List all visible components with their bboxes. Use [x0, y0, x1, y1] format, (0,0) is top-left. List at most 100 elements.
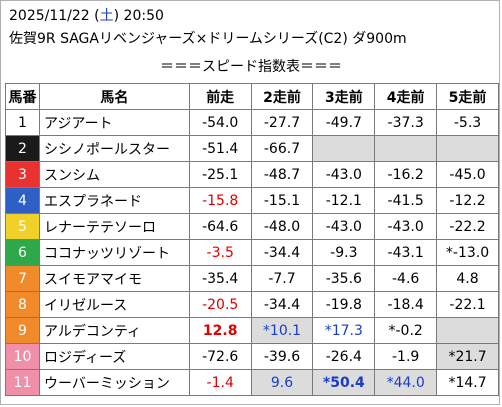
- speed-index-cell: -22.2: [436, 213, 499, 240]
- speed-index-cell: [436, 135, 499, 162]
- speed-index-cell: *50.4: [312, 369, 376, 396]
- speed-index-cell: -72.6: [188, 343, 252, 370]
- speed-index-cell: -51.4: [188, 135, 252, 162]
- horse-number: 1: [5, 109, 40, 136]
- table-row: 1 アジアート -54.0 -27.7 -49.7 -37.3 -5.3: [5, 109, 499, 136]
- horse-name: レナーテテソーロ: [38, 213, 190, 240]
- speed-index-cell: -26.4: [312, 343, 376, 370]
- table-row: 4 エスプラネード -15.8 -15.1 -12.1 -41.5 -12.2: [5, 187, 499, 214]
- horse-name: スイモアマイモ: [38, 265, 190, 292]
- col-header-last-race: 前走: [188, 83, 252, 110]
- speed-index-cell: -35.4: [188, 265, 252, 292]
- speed-index-cell: *21.7: [436, 343, 499, 370]
- col-header-5-races-ago: 5走前: [436, 83, 499, 110]
- table-row: 11 ウーバーミッション -1.4 9.6 *50.4 *44.0 *14.7: [5, 369, 499, 396]
- speed-index-cell: -19.8: [312, 291, 376, 318]
- speed-index-cell: -9.3: [312, 239, 376, 266]
- speed-index-cell: -54.0: [188, 109, 252, 136]
- horse-number: 3: [5, 161, 40, 188]
- speed-index-cell: -22.1: [436, 291, 499, 318]
- speed-index-cell: -3.5: [188, 239, 252, 266]
- speed-index-cell: -64.6: [188, 213, 252, 240]
- table-row: 10 ロジディーズ -72.6 -39.6 -26.4 -1.9 *21.7: [5, 343, 499, 370]
- speed-index-cell: -41.5: [374, 187, 438, 214]
- speed-index-cell: [436, 317, 499, 344]
- speed-index-cell: -12.1: [312, 187, 376, 214]
- speed-index-cell: -43.0: [374, 213, 438, 240]
- speed-index-cell: -35.6: [312, 265, 376, 292]
- speed-index-cell: 12.8: [188, 317, 252, 344]
- race-weekday: (土): [94, 8, 120, 24]
- col-header-3-races-ago: 3走前: [312, 83, 376, 110]
- table-row: 2 シシノポールスター -51.4 -66.7: [5, 135, 499, 162]
- table-row: 9 アルデコンティ 12.8 *10.1 *17.3 *-0.2: [5, 317, 499, 344]
- speed-index-cell: -15.8: [188, 187, 252, 214]
- speed-index-cell: -16.2: [374, 161, 438, 188]
- speed-index-cell: -48.0: [250, 213, 314, 240]
- horse-number: 11: [5, 369, 40, 396]
- col-header-horse-number: 馬番: [5, 83, 40, 110]
- speed-index-cell: -43.0: [312, 213, 376, 240]
- table-row: 5 レナーテテソーロ -64.6 -48.0 -43.0 -43.0 -22.2: [5, 213, 499, 240]
- speed-index-cell: -39.6: [250, 343, 314, 370]
- horse-name: イリゼルース: [38, 291, 190, 318]
- horse-name: スンシム: [38, 161, 190, 188]
- horse-name: アルデコンティ: [38, 317, 190, 344]
- speed-index-cell: [374, 135, 438, 162]
- speed-index-cell: -25.1: [188, 161, 252, 188]
- speed-index-cell: -12.2: [436, 187, 499, 214]
- race-date: 2025/11/22: [9, 8, 90, 24]
- speed-index-cell: -48.7: [250, 161, 314, 188]
- speed-index-cell: 4.8: [436, 265, 499, 292]
- speed-index-cell: *44.0: [374, 369, 438, 396]
- horse-number: 6: [5, 239, 40, 266]
- horse-number: 10: [5, 343, 40, 370]
- speed-index-cell: -1.4: [188, 369, 252, 396]
- horse-number: 8: [5, 291, 40, 318]
- race-title: 佐賀9R SAGAリベンジャーズ×ドリームシリーズ(C2) ダ900m: [9, 31, 407, 47]
- speed-index-cell: -34.4: [250, 291, 314, 318]
- horse-name: シシノポールスター: [38, 135, 190, 162]
- speed-index-cell: -7.7: [250, 265, 314, 292]
- speed-index-cell: [312, 135, 376, 162]
- horse-number: 9: [5, 317, 40, 344]
- table-row: 7 スイモアマイモ -35.4 -7.7 -35.6 -4.6 4.8: [5, 265, 499, 292]
- table-row: 8 イリゼルース -20.5 -34.4 -19.8 -18.4 -22.1: [5, 291, 499, 318]
- speed-index-cell: -27.7: [250, 109, 314, 136]
- speed-index-cell: -5.3: [436, 109, 499, 136]
- speed-index-cell: -37.3: [374, 109, 438, 136]
- speed-index-cell: -66.7: [250, 135, 314, 162]
- speed-index-cell: -15.1: [250, 187, 314, 214]
- table-header-row: 馬番 馬名 前走 2走前 3走前 4走前 5走前: [5, 83, 499, 110]
- speed-index-cell: -43.1: [374, 239, 438, 266]
- speed-index-cell: 9.6: [250, 369, 314, 396]
- table-heading: ＝＝＝スピード指数表＝＝＝: [160, 59, 342, 75]
- speed-index-cell: -34.4: [250, 239, 314, 266]
- col-header-4-races-ago: 4走前: [374, 83, 438, 110]
- speed-index-cell: *14.7: [436, 369, 499, 396]
- horse-name: ウーバーミッション: [38, 369, 190, 396]
- speed-index-cell: *17.3: [312, 317, 376, 344]
- speed-index-cell: -1.9: [374, 343, 438, 370]
- horse-name: アジアート: [38, 109, 190, 136]
- table-row: 6 ココナッツリゾート -3.5 -34.4 -9.3 -43.1 *-13.0: [5, 239, 499, 266]
- speed-index-cell: -18.4: [374, 291, 438, 318]
- horse-number: 7: [5, 265, 40, 292]
- col-header-horse-name: 馬名: [38, 83, 190, 110]
- col-header-2-races-ago: 2走前: [250, 83, 314, 110]
- horse-name: ココナッツリゾート: [38, 239, 190, 266]
- horse-name: ロジディーズ: [38, 343, 190, 370]
- speed-index-table: 馬番 馬名 前走 2走前 3走前 4走前 5走前 1 アジアート -54.0 -27.…: [5, 83, 499, 396]
- table-row: 3 スンシム -25.1 -48.7 -43.0 -16.2 -45.0: [5, 161, 499, 188]
- horse-name: エスプラネード: [38, 187, 190, 214]
- horse-number: 2: [5, 135, 40, 162]
- horse-number: 4: [5, 187, 40, 214]
- race-time: 20:50: [123, 8, 164, 24]
- speed-index-cell: *10.1: [250, 317, 314, 344]
- speed-index-cell: -43.0: [312, 161, 376, 188]
- speed-index-cell: -45.0: [436, 161, 499, 188]
- speed-index-cell: *-13.0: [436, 239, 499, 266]
- race-datetime: 2025/11/22 (土) 20:50: [9, 6, 164, 26]
- speed-index-cell: *-0.2: [374, 317, 438, 344]
